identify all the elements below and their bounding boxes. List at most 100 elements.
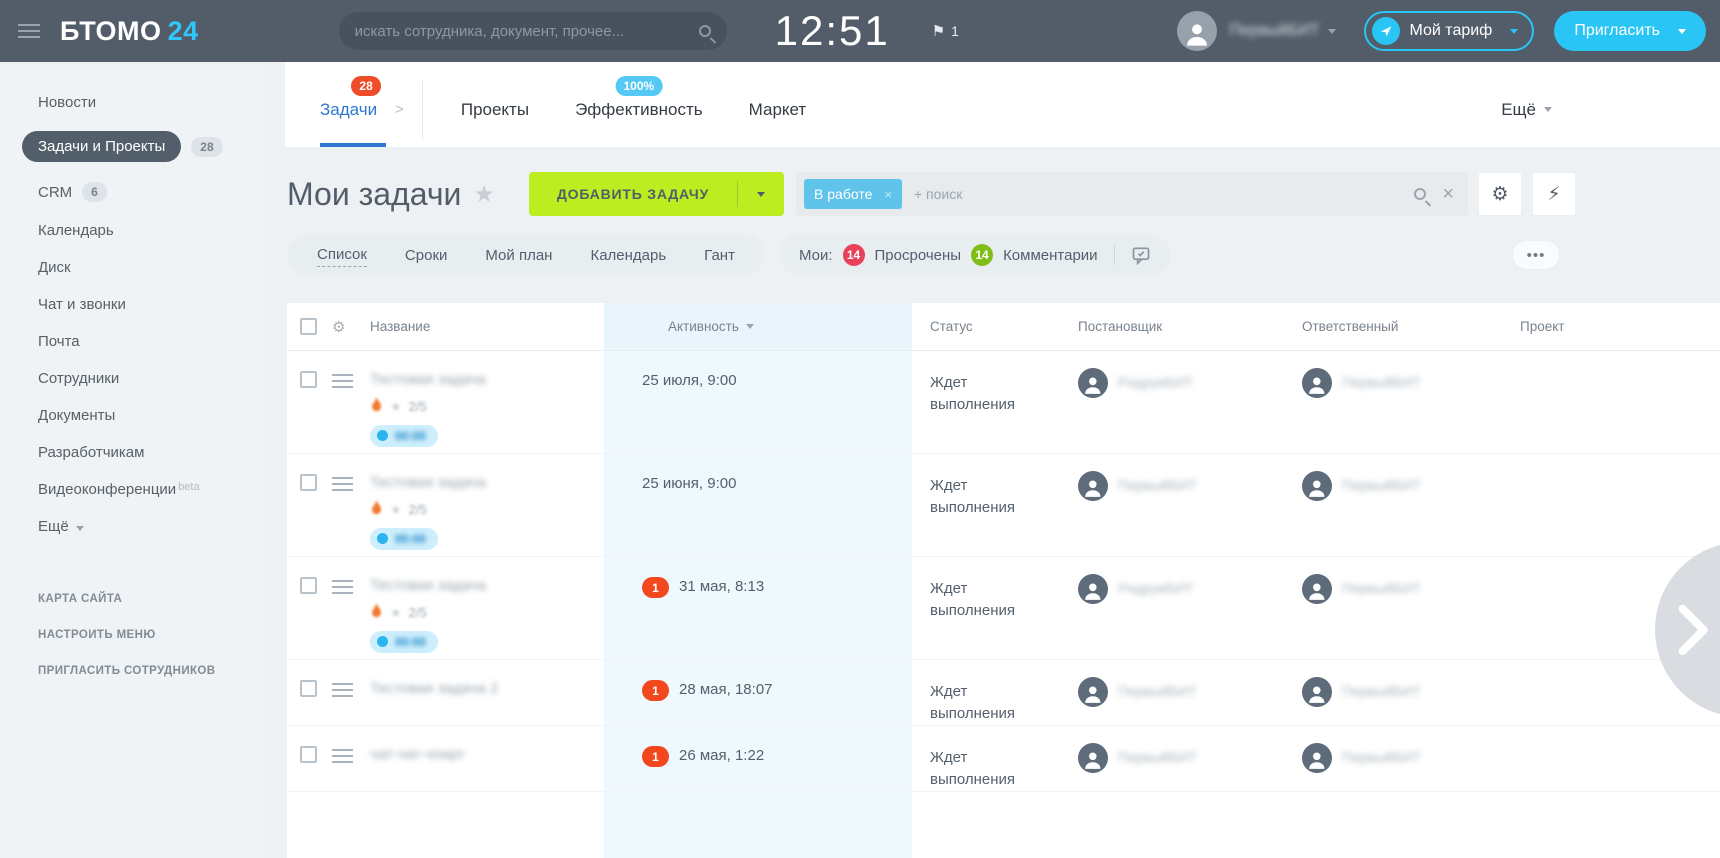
filter-bar[interactable]: В работе × ×	[796, 172, 1469, 216]
sidebar-link-sitemap[interactable]: КАРТА САЙТА	[38, 593, 123, 605]
task-row[interactable]: Тестовая задача ★ 2/5 00:00 25 июня, 9:00 Жде…	[287, 454, 1720, 557]
timer-badge[interactable]: 00:00	[370, 527, 438, 550]
creator-name[interactable]: ПервыйБИТ	[1118, 749, 1197, 765]
creator-avatar[interactable]	[1078, 574, 1108, 604]
tariff-button[interactable]: Мой тариф	[1363, 11, 1535, 51]
row-checkbox[interactable]	[300, 474, 317, 491]
column-header-creator[interactable]: Постановщик	[1078, 319, 1163, 334]
responsible-name[interactable]: ПервыйБИТ	[1342, 477, 1421, 493]
responsible-name[interactable]: ПервыйБИТ	[1342, 683, 1421, 699]
tab-market[interactable]: Маркет	[748, 99, 807, 119]
sidebar-item[interactable]: Задачи и Проекты 28	[0, 121, 265, 172]
select-all-checkbox[interactable]	[300, 318, 317, 335]
responsible-name[interactable]: ПервыйБИТ	[1342, 580, 1421, 596]
row-checkbox[interactable]	[300, 577, 317, 594]
task-name[interactable]: Тестовая задача	[370, 371, 486, 388]
work-clock[interactable]: 12:51	[774, 7, 890, 54]
hamburger-menu-icon[interactable]	[18, 24, 40, 38]
view-tab-календарь[interactable]: Календарь	[590, 246, 667, 264]
sidebar-link-configure-menu[interactable]: НАСТРОИТЬ МЕНЮ	[38, 629, 156, 641]
task-name[interactable]: Тестовая задача	[370, 474, 486, 491]
sidebar-item[interactable]: Документы	[0, 397, 265, 434]
filter-clear-icon[interactable]: ×	[1442, 183, 1455, 205]
user-menu-caret-icon[interactable]	[1327, 28, 1336, 34]
column-header-project[interactable]: Проект	[1520, 319, 1565, 334]
task-name[interactable]: Тестовая задача	[370, 577, 486, 594]
column-header-status[interactable]: Статус	[930, 319, 973, 334]
user-name[interactable]: ПервыйБИТ	[1229, 22, 1320, 39]
tab-efficiency[interactable]: Эффективность 100%	[575, 75, 703, 120]
sidebar-item[interactable]: Разработчикам	[0, 434, 265, 471]
drag-handle-icon[interactable]	[332, 749, 353, 763]
responsible-name[interactable]: ПервыйБИТ	[1342, 749, 1421, 765]
more-options-button[interactable]: •••	[1512, 240, 1560, 270]
notifications[interactable]: ⚑ 1	[932, 22, 959, 40]
task-row[interactable]: Тестовая задача ★ 2/5 00:00 25 июля, 9:00 Жде…	[287, 351, 1720, 454]
view-tab-сроки[interactable]: Сроки	[404, 246, 448, 264]
column-header-responsible[interactable]: Ответственный	[1302, 319, 1399, 334]
chat-check-icon[interactable]	[1131, 245, 1151, 265]
row-checkbox[interactable]	[300, 371, 317, 388]
view-tab-список[interactable]: Список	[317, 243, 367, 267]
responsible-avatar[interactable]	[1302, 471, 1332, 501]
row-checkbox[interactable]	[300, 746, 317, 763]
task-name[interactable]: чат-чат-чпирт	[370, 746, 465, 763]
view-tab-гант[interactable]: Гант	[704, 246, 735, 264]
task-row[interactable]: Тестовая задача ★ 2/5 00:00 1 31 мая, 8:13 Жде…	[287, 557, 1720, 660]
sidebar-item[interactable]: Почта	[0, 323, 265, 360]
sidebar-item[interactable]: Видеоконференции beta	[0, 471, 265, 508]
task-row[interactable]: чат-чат-чпирт 1 26 мая, 1:22 Ждет выполнени…	[287, 726, 1720, 792]
comments-link[interactable]: Комментарии	[1003, 246, 1098, 264]
timer-badge[interactable]: 00:00	[370, 424, 438, 447]
invite-button[interactable]: Пригласить	[1554, 11, 1706, 51]
drag-handle-icon[interactable]	[332, 683, 353, 697]
filter-chip-in-progress[interactable]: В работе ×	[804, 179, 902, 209]
responsible-avatar[interactable]	[1302, 368, 1332, 398]
filter-settings-button[interactable]: ⚙	[1478, 172, 1523, 216]
table-settings-gear-icon[interactable]: ⚙	[332, 318, 346, 336]
add-task-dropdown[interactable]	[738, 172, 784, 216]
sidebar-item[interactable]: Сотрудники	[0, 360, 265, 397]
responsible-name[interactable]: ПервыйБИТ	[1342, 374, 1421, 390]
tabs-more-button[interactable]: Ещё	[1501, 100, 1552, 120]
responsible-avatar[interactable]	[1302, 677, 1332, 707]
task-name[interactable]: Тестовая задача 2	[370, 680, 499, 697]
creator-name[interactable]: ПервыйБИТ	[1118, 477, 1197, 493]
drag-handle-icon[interactable]	[332, 374, 353, 388]
creator-avatar[interactable]	[1078, 368, 1108, 398]
sidebar-item[interactable]: Ещё	[0, 508, 265, 545]
creator-avatar[interactable]	[1078, 677, 1108, 707]
tab-chevron-icon[interactable]: >	[395, 101, 404, 118]
timer-badge[interactable]: 00:00	[370, 630, 438, 653]
drag-handle-icon[interactable]	[332, 477, 353, 491]
sidebar-item[interactable]: Календарь	[0, 212, 265, 249]
creator-name[interactable]: РидрувБИТ	[1118, 580, 1194, 596]
view-tab-мой-план[interactable]: Мой план	[485, 246, 553, 264]
creator-avatar[interactable]	[1078, 743, 1108, 773]
add-task-button[interactable]: ДОБАВИТЬ ЗАДАЧУ	[528, 172, 785, 216]
filter-chip-remove-icon[interactable]: ×	[884, 186, 892, 202]
task-row[interactable]: Тестовая задача 2 1 28 мая, 18:07 Ждет выпо…	[287, 660, 1720, 726]
filter-search-icon[interactable]	[1414, 188, 1427, 200]
filter-search-input[interactable]	[913, 186, 1415, 202]
automation-button[interactable]: ⚡	[1532, 172, 1577, 216]
drag-handle-icon[interactable]	[332, 580, 353, 594]
creator-name[interactable]: ПервыйБИТ	[1118, 683, 1197, 699]
sidebar-item[interactable]: Чат и звонки	[0, 286, 265, 323]
logo[interactable]: БТОМО 24	[60, 16, 199, 47]
favorite-star-icon[interactable]: ★	[473, 180, 495, 208]
row-checkbox[interactable]	[300, 680, 317, 697]
creator-name[interactable]: РидрувБИТ	[1118, 374, 1194, 390]
user-avatar[interactable]	[1177, 11, 1218, 51]
responsible-avatar[interactable]	[1302, 743, 1332, 773]
column-header-activity[interactable]: Активность	[604, 303, 912, 350]
column-header-name[interactable]: Название	[370, 319, 431, 334]
global-search-input[interactable]	[354, 22, 699, 40]
sidebar-item[interactable]: CRM 6	[0, 172, 265, 212]
global-search[interactable]	[338, 12, 727, 50]
creator-avatar[interactable]	[1078, 471, 1108, 501]
responsible-avatar[interactable]	[1302, 574, 1332, 604]
sidebar-item[interactable]: Диск	[0, 249, 265, 286]
tab-tasks[interactable]: Задачи 28	[320, 75, 381, 120]
sidebar-link-invite-employees[interactable]: ПРИГЛАСИТЬ СОТРУДНИКОВ	[38, 665, 216, 677]
